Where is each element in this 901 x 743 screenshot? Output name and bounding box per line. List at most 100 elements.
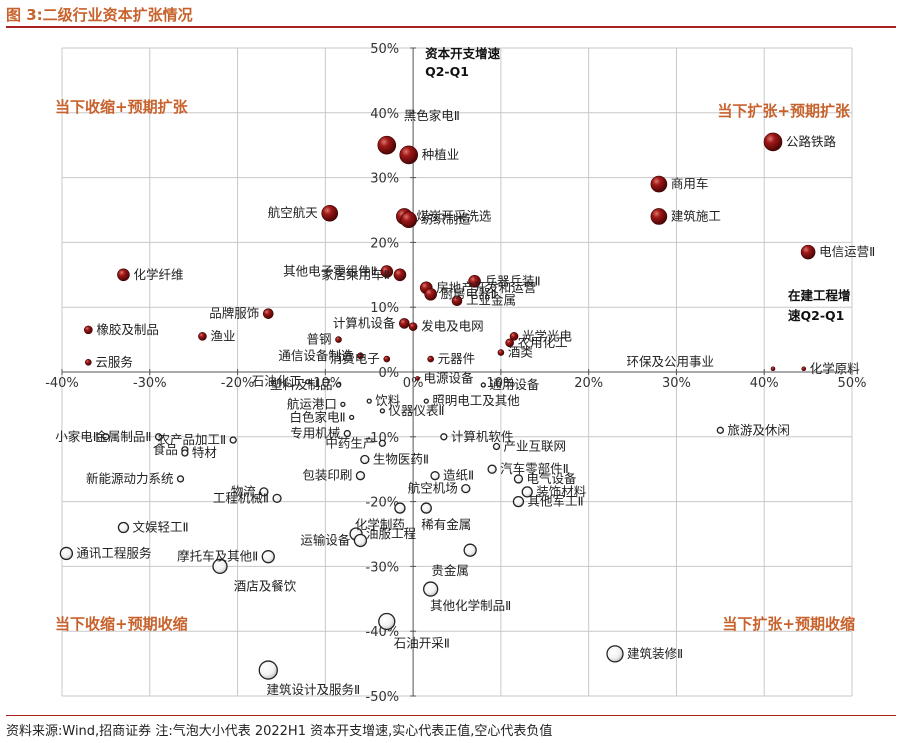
y-tick-label: 40% xyxy=(370,107,399,122)
y-tick-label: -50% xyxy=(366,690,400,705)
bubble-酒店及餐饮 xyxy=(212,558,228,575)
bubble-label: 航空机场 xyxy=(408,481,458,496)
bubble-装饰材料 xyxy=(521,486,533,498)
bubble-建筑施工 xyxy=(650,208,668,225)
bubble-航空机场 xyxy=(461,483,471,494)
bubble-电信运营Ⅱ xyxy=(800,244,816,260)
bubble-label: 云服务 xyxy=(95,354,133,369)
figure-title: 图 3:二级行业资本扩张情况 xyxy=(6,6,193,24)
bubble-label: 商用车 xyxy=(671,176,709,191)
bubble-种植业 xyxy=(399,145,419,165)
quadrant-bottom-right-label: 当下扩张+预期收缩 xyxy=(722,615,855,633)
bubble-元器件 xyxy=(427,355,434,363)
bubble-label: 专用机械 xyxy=(290,426,341,441)
bubble-石油开采Ⅱ xyxy=(378,612,396,631)
x-tick-label: 10% xyxy=(486,376,515,391)
bubble-label: 纺织制造 xyxy=(421,212,472,227)
bubble-工业金属 xyxy=(451,295,463,307)
bubble-label: 化学原料 xyxy=(810,361,861,376)
bubble-label: 造纸Ⅱ xyxy=(443,468,474,483)
bubble-黑色家电Ⅱ xyxy=(377,135,397,155)
bubble-工程机械Ⅱ xyxy=(272,493,282,504)
bubble-摩托车及其他Ⅱ xyxy=(261,550,275,564)
bubble-label: 电源设备 xyxy=(424,370,475,385)
bubble-建筑装修Ⅱ xyxy=(606,645,624,663)
bubble-label: 品牌服饰 xyxy=(209,306,259,321)
bubble-新能源动力系统 xyxy=(176,475,185,483)
bubble-label: 发电及电网 xyxy=(421,319,484,334)
bubble-化学原料 xyxy=(801,366,807,372)
bubble-白色家电Ⅱ xyxy=(349,414,355,421)
bubble-汽车零部件Ⅱ xyxy=(487,464,497,474)
bubble-化学纤维 xyxy=(117,268,130,282)
y-tick-label: 20% xyxy=(370,236,399,251)
bubble-造纸Ⅱ xyxy=(430,471,440,481)
bubble-label: 化学纤维 xyxy=(133,267,183,282)
source-note: 资料来源:Wind,招商证券 注:气泡大小代表 2022H1 资本开支增速,实心… xyxy=(6,724,553,739)
y-tick-label: 30% xyxy=(370,172,399,187)
x-axis-title: 在建工程增速Q2-Q1 xyxy=(788,288,851,323)
bubble-label: 油服工程 xyxy=(366,526,417,541)
bubble-label: 通信设备制造 xyxy=(278,348,354,363)
bubble-label: 小家电Ⅱ xyxy=(55,429,99,444)
bubble-label: 农产品加工Ⅱ xyxy=(158,432,227,447)
bubbles xyxy=(59,132,816,680)
bubble-label: 金属制品Ⅱ xyxy=(95,429,151,444)
y-tick-label: 0% xyxy=(378,366,399,381)
bubble-饮料 xyxy=(366,398,372,404)
bubble-label: 其他电子零组件Ⅱ xyxy=(283,264,377,279)
x-tick-label: 50% xyxy=(838,376,867,391)
bubble-label: 电气设备 xyxy=(526,471,577,486)
y-tick-label: -30% xyxy=(366,560,400,575)
bubble-商用车 xyxy=(650,175,668,193)
bubble-label: 工程机械Ⅱ xyxy=(213,490,269,505)
bubble-农用化工 xyxy=(505,338,514,348)
bubble-电源设备 xyxy=(415,376,420,381)
bubble-生物医药Ⅱ xyxy=(360,454,370,465)
bottom-rule xyxy=(6,715,896,716)
bubble-环保及公用事业 xyxy=(770,366,776,372)
bubble-label: 通用设备 xyxy=(489,377,540,392)
y-tick-label: -10% xyxy=(366,431,400,446)
bubble-计算机软件 xyxy=(440,433,448,441)
bubble-label: 公路铁路 xyxy=(786,134,837,149)
bubble-物流 xyxy=(259,487,269,497)
axes: -40% -30% -20% -10% 0% 10% 20% 30% 40% 50% 50% 40% 3… xyxy=(45,42,866,705)
bubble-酒类 xyxy=(497,349,505,356)
bubble-label: 产业互联网 xyxy=(504,439,567,454)
bubble-云服务 xyxy=(85,358,92,366)
bubble-label: 房地产开发和运营 xyxy=(436,280,536,295)
bubble-仪器仪表Ⅱ xyxy=(379,408,386,414)
bubble-label: 消费电子 xyxy=(330,351,380,366)
grid xyxy=(61,47,853,697)
bubble-照明电工及其他 xyxy=(423,398,429,404)
x-tick-label: -40% xyxy=(45,376,79,391)
bubble-特材 xyxy=(181,449,189,457)
y-axis-title: 资本开支增速 Q2-Q1 xyxy=(425,46,501,79)
bubble-label: 中药生产 xyxy=(325,435,375,450)
bubble-label: 航空航天 xyxy=(268,205,319,220)
bubble-label: 通讯工程服务 xyxy=(76,545,151,560)
bubble-石油化工 xyxy=(305,379,311,385)
bubble-电气设备 xyxy=(513,474,524,484)
bubble-产业互联网 xyxy=(492,442,501,451)
bubble-贵金属 xyxy=(463,543,477,557)
x-tick-label: 40% xyxy=(750,376,779,391)
bubble-label: 黑色家电Ⅱ xyxy=(404,108,460,123)
bubble-品牌服饰 xyxy=(262,308,274,319)
chart-text: 当下收缩+预期扩张 当下扩张+预期扩张 当下收缩+预期收缩 当下扩张+预期收缩 … xyxy=(55,46,855,633)
bubble-建筑设计及服务Ⅱ xyxy=(258,660,278,680)
bubble-label: 饮料 xyxy=(375,393,401,408)
bubble-label: 建筑设计及服务Ⅱ xyxy=(266,682,360,697)
bubble-label: 仪器仪表Ⅱ xyxy=(388,403,444,418)
bubble-label: 其他军工Ⅱ xyxy=(527,494,583,509)
bubble-label: 光学光电 xyxy=(522,328,573,343)
bubble-兵器兵装Ⅱ xyxy=(468,274,481,288)
bubble-金属制品Ⅱ xyxy=(154,433,163,441)
bubble-label: 农用化工 xyxy=(518,335,568,350)
bubble-label: 旅游及休闲 xyxy=(727,422,790,437)
quadrant-top-right-label: 当下扩张+预期扩张 xyxy=(717,102,851,120)
bubble-label: 照明电工及其他 xyxy=(432,393,520,408)
quadrant-bottom-left-label: 当下收缩+预期收缩 xyxy=(55,615,188,633)
